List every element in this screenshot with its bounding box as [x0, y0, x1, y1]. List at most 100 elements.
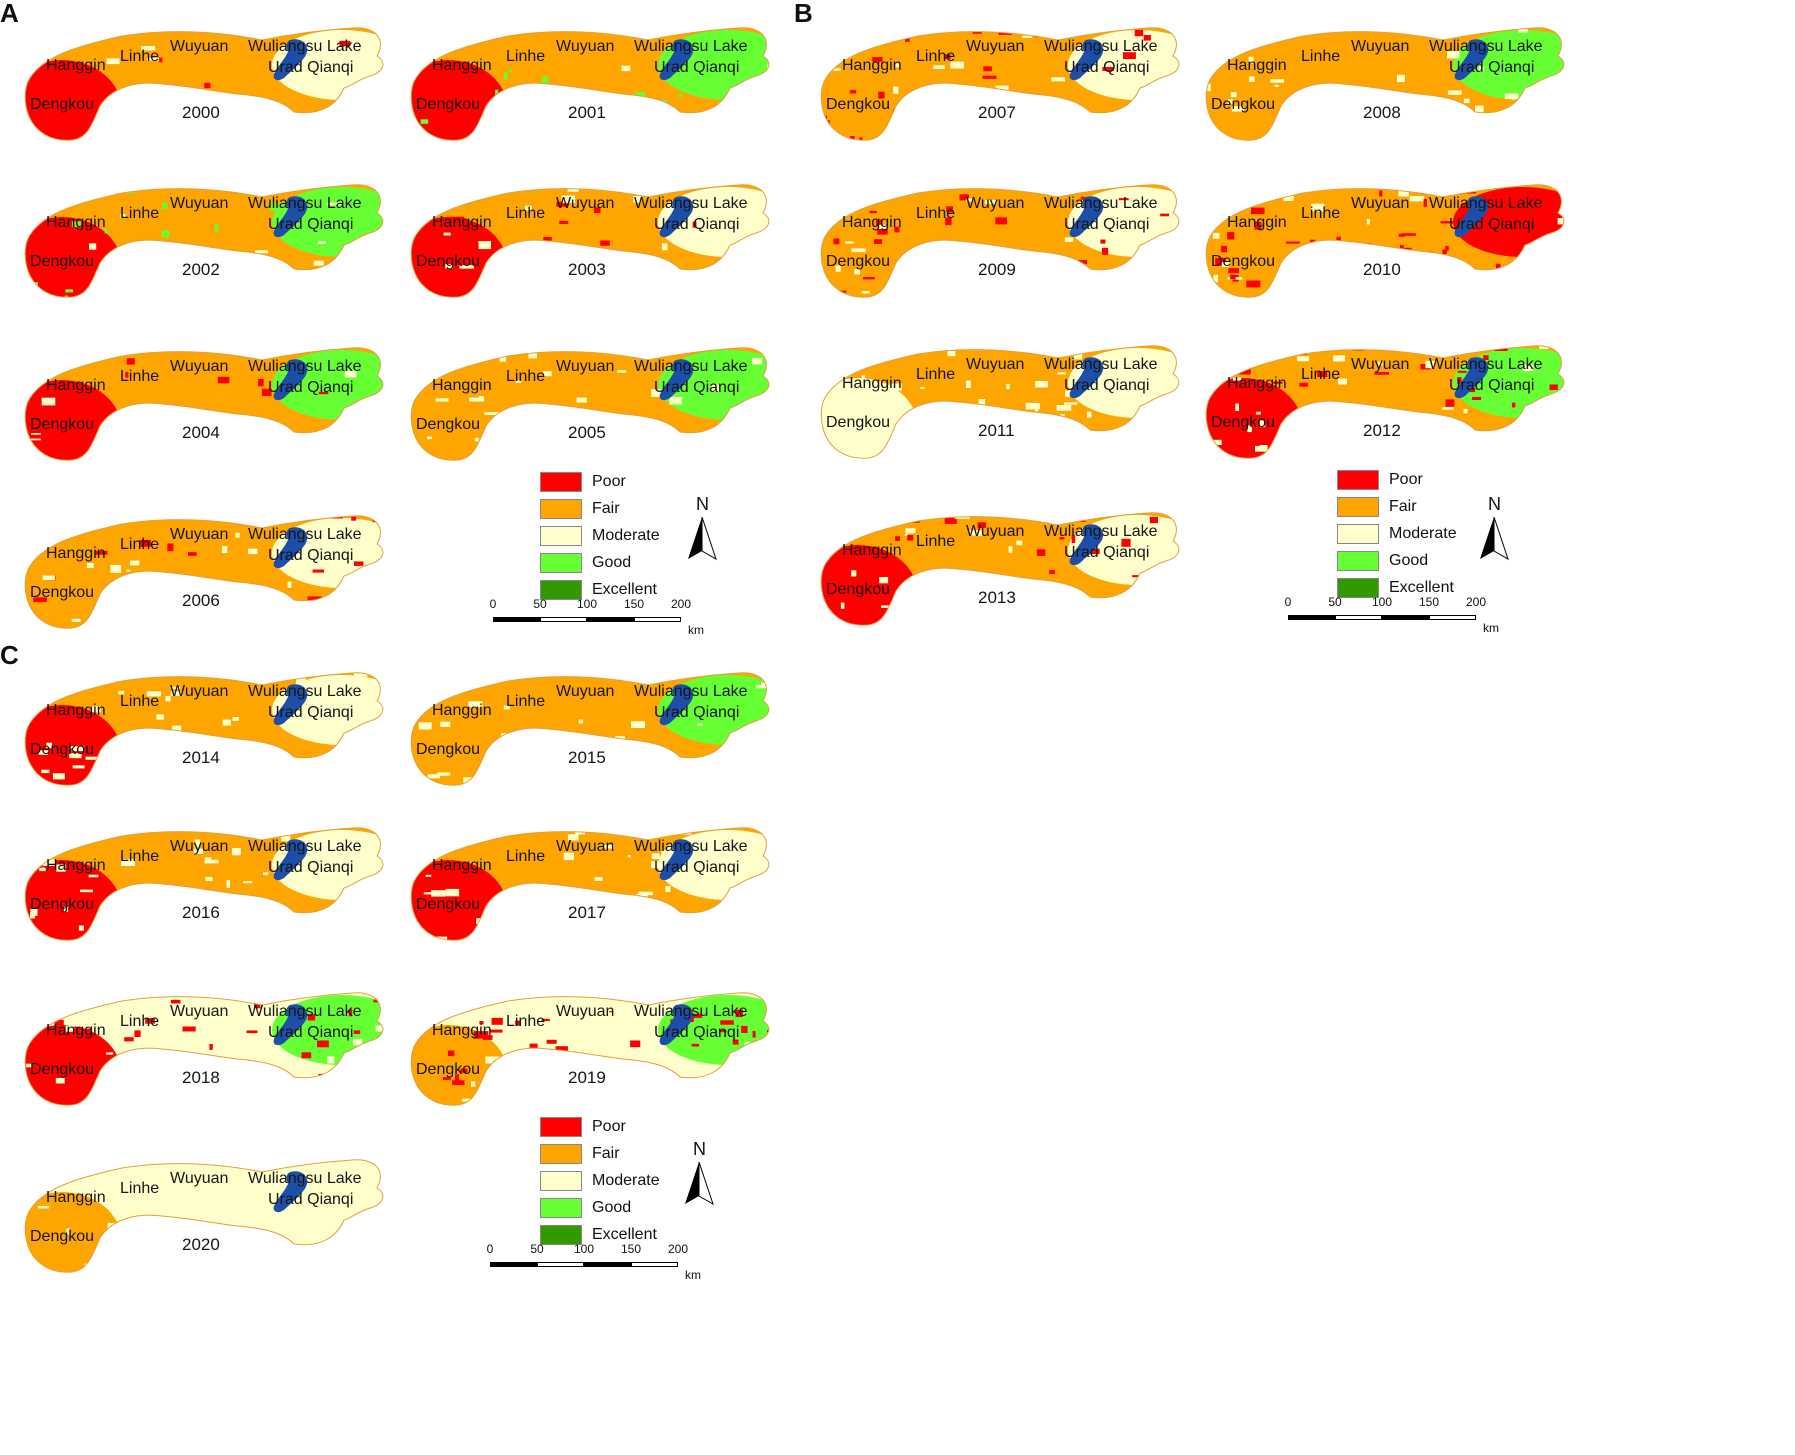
speckle — [1118, 198, 1129, 201]
speckle — [845, 241, 854, 244]
legend-item: Poor — [540, 470, 650, 497]
speckle — [1233, 377, 1242, 381]
map-tile: Hanggin Linhe Wuyuan Wuliangsu Lake Urad Qia… — [408, 340, 828, 520]
speckle — [424, 688, 437, 692]
map-tile: Hanggin Linhe Wuyuan Wuliangsu Lake Urad Qia… — [408, 20, 828, 200]
speckle — [752, 1031, 756, 1038]
speckle — [651, 271, 667, 277]
speckle — [1211, 227, 1215, 230]
speckle — [1256, 432, 1265, 435]
scale-tick: 0 — [489, 597, 497, 611]
speckle — [222, 546, 228, 554]
speckle — [839, 592, 849, 600]
speckle — [153, 292, 165, 297]
speckle — [831, 414, 842, 420]
speckle — [1447, 90, 1462, 95]
speckle — [458, 995, 469, 999]
speckle — [145, 1018, 155, 1024]
speckle — [1379, 190, 1383, 197]
speckle — [1157, 113, 1171, 121]
speckle — [907, 416, 915, 419]
speckle — [1121, 538, 1131, 547]
legend-item: Good — [1337, 549, 1447, 576]
speckle — [54, 1019, 64, 1026]
speckle — [232, 848, 241, 856]
place-urad: Urad Qianqi — [654, 1024, 740, 1041]
legend-swatch — [1337, 578, 1379, 598]
speckle — [1135, 377, 1149, 383]
speckle — [365, 870, 377, 877]
speckle — [821, 120, 830, 128]
speckle — [262, 518, 267, 524]
speckle — [339, 1079, 350, 1087]
speckle — [1463, 98, 1470, 104]
speckle — [561, 195, 576, 204]
speckle — [152, 252, 163, 261]
speckle — [824, 131, 832, 137]
lake-shape — [1454, 357, 1489, 399]
speckle — [353, 1030, 361, 1034]
scale-tick: 0 — [1284, 595, 1292, 609]
speckle — [422, 340, 431, 347]
speckle — [1134, 29, 1144, 37]
legend-swatch — [540, 1171, 582, 1191]
speckle — [1167, 512, 1179, 517]
speckle — [1478, 66, 1484, 72]
speckle — [859, 137, 863, 141]
lake-shape — [273, 1004, 308, 1046]
speckle — [455, 1074, 459, 1082]
speckle — [338, 925, 346, 933]
speckle — [851, 248, 866, 253]
speckle — [830, 68, 841, 71]
speckle — [205, 877, 213, 882]
speckle — [87, 1028, 92, 1033]
scale-tick: 0 — [486, 1242, 494, 1256]
speckle — [42, 859, 56, 866]
speckle — [371, 1210, 378, 1216]
place-hanggin: Hanggin — [46, 545, 106, 562]
speckle — [1016, 540, 1023, 546]
speckle — [95, 550, 108, 555]
speckle — [1398, 188, 1409, 197]
year-label: 2000 — [182, 103, 220, 122]
speckle — [709, 295, 715, 298]
speckle — [995, 217, 1007, 225]
legend-item: Excellent — [540, 578, 657, 605]
speckle — [204, 859, 219, 864]
speckle — [594, 772, 610, 777]
north-arrow: N — [683, 1140, 723, 1220]
speckle — [1022, 35, 1033, 38]
speckle — [245, 1068, 255, 1072]
scale-tick: 100 — [576, 597, 598, 611]
speckle — [936, 278, 945, 283]
speckle — [832, 43, 838, 47]
place-lake: Wuliangsu Lake — [634, 1003, 748, 1020]
place-wuyuan: Wuyuan — [170, 358, 229, 375]
speckle — [1539, 345, 1549, 349]
speckle — [349, 531, 355, 538]
speckle — [437, 772, 451, 776]
place-wuyuan: Wuyuan — [966, 195, 1025, 212]
speckle — [1559, 454, 1563, 459]
speckle — [651, 853, 660, 859]
scale-unit: km — [685, 1268, 701, 1282]
speckle — [1337, 378, 1347, 385]
legend-swatch — [540, 1225, 582, 1245]
map-tile: Hanggin Linhe Wuyuan Wuliangsu Lake Urad Qia… — [22, 985, 442, 1165]
speckle — [966, 198, 973, 202]
year-label: 2009 — [978, 260, 1016, 279]
legend-label: Good — [592, 554, 632, 571]
speckle — [1025, 402, 1040, 410]
speckle — [1239, 458, 1254, 459]
map-tile: Hanggin Linhe Wuyuan Wuliangsu Lake Urad Qia… — [818, 177, 1238, 357]
speckle — [840, 602, 845, 609]
region-outline — [24, 347, 384, 461]
speckle — [462, 938, 477, 941]
speckle — [380, 532, 383, 540]
speckle — [145, 1062, 150, 1069]
place-linhe: Linhe — [506, 1013, 546, 1030]
scale-tick: 200 — [1465, 595, 1487, 609]
speckle — [67, 1005, 72, 1012]
region-map — [24, 27, 384, 141]
speckle — [1104, 398, 1118, 404]
